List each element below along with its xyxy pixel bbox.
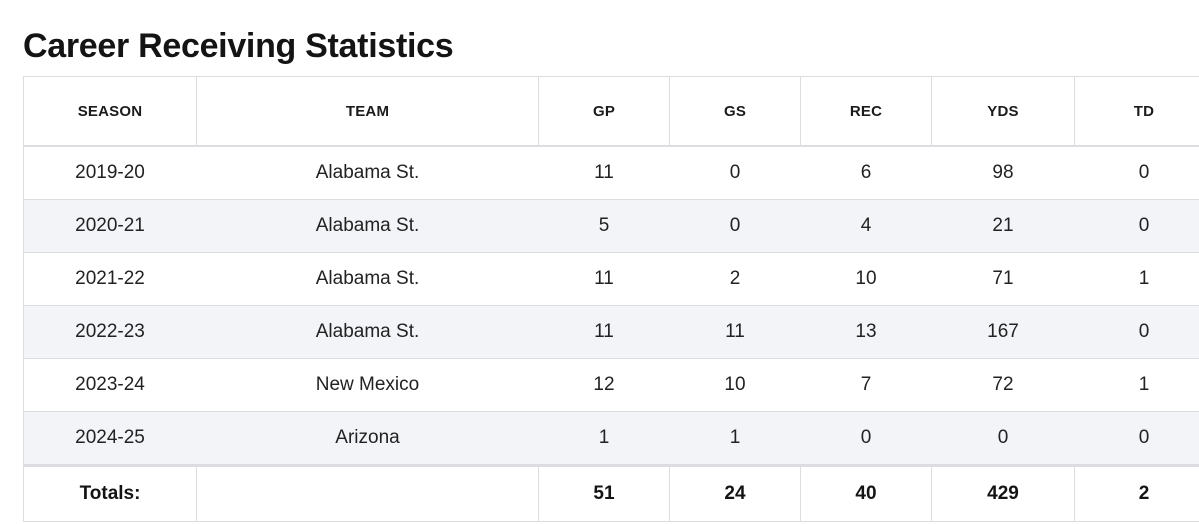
cell-td: 0: [1074, 411, 1199, 466]
cell-team: Arizona: [196, 411, 539, 466]
cell-rec: 10: [800, 252, 932, 306]
totals-td: 2: [1074, 464, 1199, 522]
totals-row: Totals: 51 24 40 429 2: [23, 464, 1199, 522]
cell-yds: 0: [931, 411, 1075, 466]
cell-td: 0: [1074, 305, 1199, 359]
cell-gp: 12: [538, 358, 670, 412]
cell-gs: 0: [669, 199, 801, 253]
totals-yds: 429: [931, 464, 1075, 522]
cell-rec: 13: [800, 305, 932, 359]
receiving-stats-table: SEASON TEAM GP GS REC YDS TD 2019-20 Ala…: [23, 76, 1199, 522]
totals-gs: 24: [669, 464, 801, 522]
header-row: SEASON TEAM GP GS REC YDS TD: [23, 76, 1199, 147]
column-header-gp[interactable]: GP: [538, 76, 670, 147]
cell-yds: 98: [931, 145, 1075, 200]
cell-season: 2020-21: [23, 199, 197, 253]
cell-season: 2019-20: [23, 145, 197, 200]
cell-rec: 4: [800, 199, 932, 253]
table-row: 2019-20 Alabama St. 11 0 6 98 0: [23, 145, 1199, 200]
cell-yds: 21: [931, 199, 1075, 253]
cell-team: Alabama St.: [196, 145, 539, 200]
cell-gs: 0: [669, 145, 801, 200]
cell-gp: 5: [538, 199, 670, 253]
totals-team: [196, 464, 539, 522]
table-row: 2024-25 Arizona 1 1 0 0 0: [23, 411, 1199, 466]
table-row: 2023-24 New Mexico 12 10 7 72 1: [23, 358, 1199, 412]
column-header-yds[interactable]: YDS: [931, 76, 1075, 147]
cell-td: 1: [1074, 358, 1199, 412]
cell-gs: 1: [669, 411, 801, 466]
cell-gs: 11: [669, 305, 801, 359]
totals-gp: 51: [538, 464, 670, 522]
cell-gp: 1: [538, 411, 670, 466]
totals-rec: 40: [800, 464, 932, 522]
cell-season: 2023-24: [23, 358, 197, 412]
cell-rec: 7: [800, 358, 932, 412]
column-header-rec[interactable]: REC: [800, 76, 932, 147]
table-row: 2022-23 Alabama St. 11 11 13 167 0: [23, 305, 1199, 359]
column-header-season[interactable]: SEASON: [23, 76, 197, 147]
cell-gp: 11: [538, 145, 670, 200]
table-row: 2021-22 Alabama St. 11 2 10 71 1: [23, 252, 1199, 306]
cell-team: Alabama St.: [196, 305, 539, 359]
cell-yds: 167: [931, 305, 1075, 359]
cell-td: 0: [1074, 145, 1199, 200]
cell-rec: 6: [800, 145, 932, 200]
cell-team: New Mexico: [196, 358, 539, 412]
column-header-gs[interactable]: GS: [669, 76, 801, 147]
cell-team: Alabama St.: [196, 252, 539, 306]
cell-season: 2022-23: [23, 305, 197, 359]
cell-gs: 2: [669, 252, 801, 306]
cell-team: Alabama St.: [196, 199, 539, 253]
cell-season: 2024-25: [23, 411, 197, 466]
cell-td: 1: [1074, 252, 1199, 306]
cell-gs: 10: [669, 358, 801, 412]
cell-season: 2021-22: [23, 252, 197, 306]
cell-yds: 71: [931, 252, 1075, 306]
page-title: Career Receiving Statistics: [23, 27, 454, 65]
cell-gp: 11: [538, 305, 670, 359]
totals-label: Totals:: [23, 464, 197, 522]
column-header-team[interactable]: TEAM: [196, 76, 539, 147]
cell-yds: 72: [931, 358, 1075, 412]
cell-td: 0: [1074, 199, 1199, 253]
cell-rec: 0: [800, 411, 932, 466]
table-row: 2020-21 Alabama St. 5 0 4 21 0: [23, 199, 1199, 253]
column-header-td[interactable]: TD: [1074, 76, 1199, 147]
cell-gp: 11: [538, 252, 670, 306]
